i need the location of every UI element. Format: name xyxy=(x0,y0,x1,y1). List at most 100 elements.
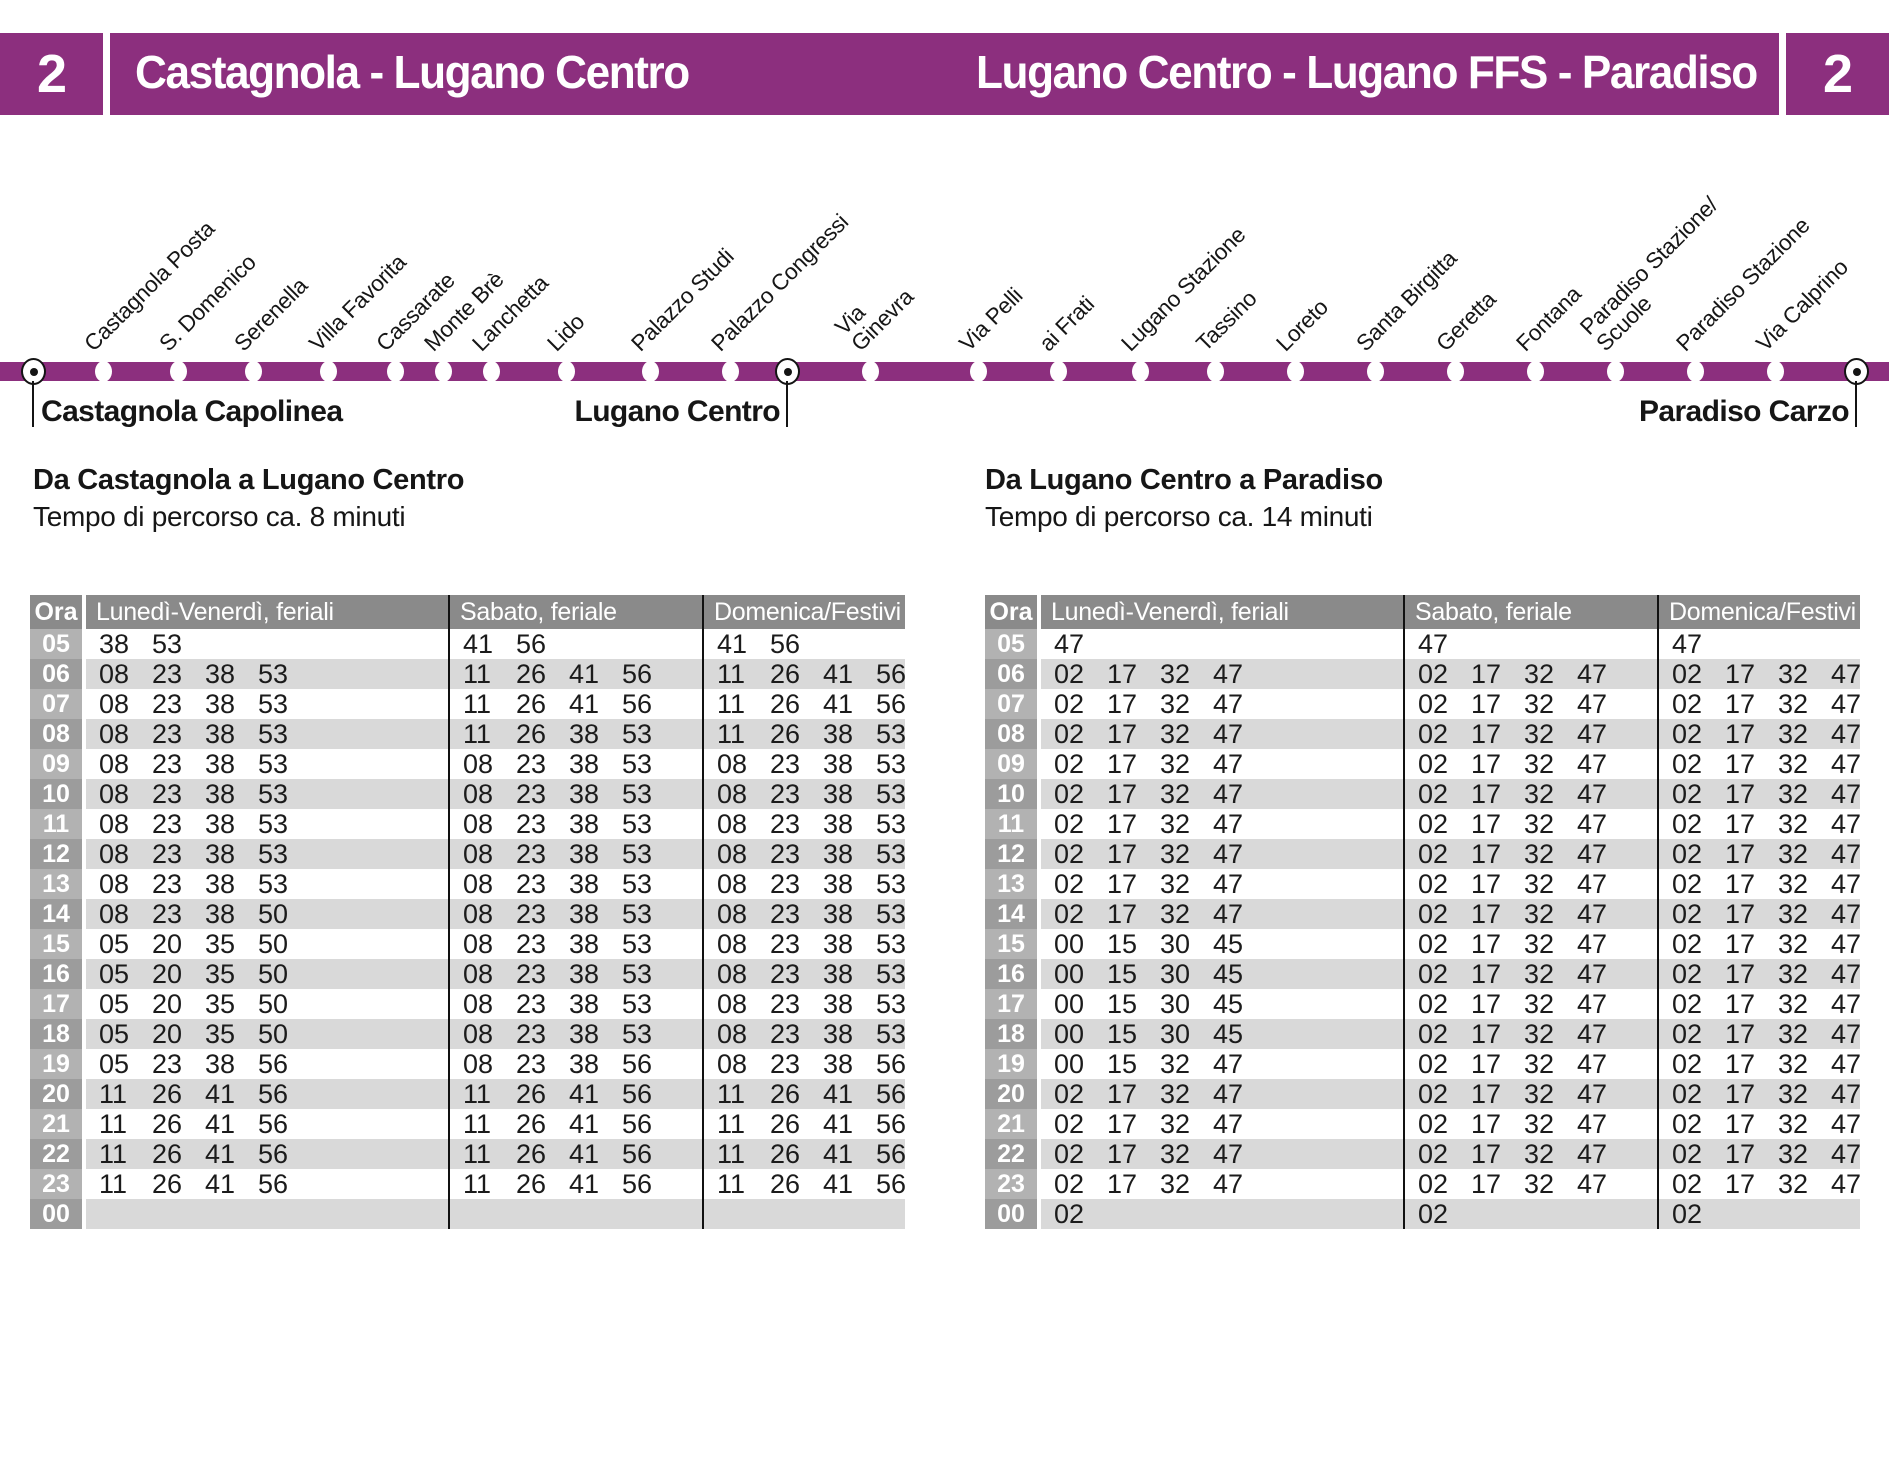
minute-value: 38 xyxy=(569,719,600,749)
weekday-times: 02 17 32 47 xyxy=(1041,1079,1403,1109)
minute-value: 53 xyxy=(622,1019,653,1049)
timetable-row: 05 47 47 47 xyxy=(985,629,1860,659)
column-gap xyxy=(1037,1139,1041,1169)
timetable-row: 08 08 23 38 53 11 26 38 53 11 26 38 53 xyxy=(30,719,905,749)
timetable-row: 00 02 02 02 xyxy=(985,1199,1860,1229)
minute-value: 23 xyxy=(770,929,801,959)
minute-value: 47 xyxy=(1831,1169,1860,1199)
terminal-stop-dot xyxy=(21,358,46,385)
minute-value: 11 xyxy=(717,1169,746,1199)
minute-value: 02 xyxy=(1672,869,1703,899)
hour-cell: 23 xyxy=(985,1169,1037,1199)
weekday-times: 08 23 38 53 xyxy=(86,749,448,779)
minute-value: 02 xyxy=(1672,1049,1703,1079)
column-header-saturday: Sabato, feriale xyxy=(1403,595,1657,629)
minute-value: 47 xyxy=(1213,719,1244,749)
saturday-times: 11 26 41 56 xyxy=(448,1079,702,1109)
minute-value: 02 xyxy=(1418,869,1449,899)
minute-value: 02 xyxy=(1672,1139,1703,1169)
minute-value: 32 xyxy=(1778,1109,1809,1139)
hour-cell: 05 xyxy=(30,629,82,659)
minute-value: 50 xyxy=(258,1019,289,1049)
column-gap xyxy=(82,1019,86,1049)
minute-value: 38 xyxy=(569,809,600,839)
timetable-left: Ora Lunedì-Venerdì, feriali Sabato, ferial… xyxy=(30,595,905,1229)
minute-value: 47 xyxy=(1831,1109,1860,1139)
minute-value: 17 xyxy=(1107,1109,1138,1139)
minute-value: 56 xyxy=(622,1109,653,1139)
timetable-heading-right: Da Lugano Centro a Paradiso xyxy=(985,464,1383,496)
terminal-tick xyxy=(786,381,788,427)
minute-value: 56 xyxy=(622,1139,653,1169)
minute-value: 32 xyxy=(1524,989,1555,1019)
sunday-times: 02 17 32 47 xyxy=(1657,959,1860,989)
sunday-times: 02 17 32 47 xyxy=(1657,1169,1860,1199)
minute-value: 05 xyxy=(99,1049,130,1079)
minute-value: 38 xyxy=(823,869,854,899)
minute-value: 02 xyxy=(1054,899,1085,929)
hour-cell: 23 xyxy=(30,1169,82,1199)
minute-value: 38 xyxy=(823,899,854,929)
column-gap xyxy=(1037,689,1041,719)
weekday-times xyxy=(86,1199,448,1229)
minute-value: 26 xyxy=(770,1109,801,1139)
weekday-times: 02 17 32 47 xyxy=(1041,1139,1403,1169)
minute-value: 32 xyxy=(1524,929,1555,959)
timetable-row: 12 08 23 38 53 08 23 38 53 08 23 38 53 xyxy=(30,839,905,869)
hour-cell: 07 xyxy=(985,689,1037,719)
minute-value: 53 xyxy=(622,779,653,809)
column-gap xyxy=(1037,1019,1041,1049)
hour-cell: 22 xyxy=(30,1139,82,1169)
timetable-row: 09 08 23 38 53 08 23 38 53 08 23 38 53 xyxy=(30,749,905,779)
minute-value: 47 xyxy=(1213,749,1244,779)
minute-value: 47 xyxy=(1831,929,1860,959)
minute-value: 32 xyxy=(1778,779,1809,809)
column-header-weekday: Lunedì-Venerdì, feriali xyxy=(86,595,448,629)
minute-value: 17 xyxy=(1725,869,1756,899)
minute-value: 56 xyxy=(770,629,801,659)
minute-value: 56 xyxy=(622,659,653,689)
minute-value: 02 xyxy=(1672,839,1703,869)
minute-value: 02 xyxy=(1672,1169,1703,1199)
column-gap xyxy=(1037,929,1041,959)
minute-value: 47 xyxy=(1418,629,1449,659)
timetable-row: 06 02 17 32 47 02 17 32 47 02 17 32 47 xyxy=(985,659,1860,689)
minute-value: 11 xyxy=(717,1139,746,1169)
minute-value: 02 xyxy=(1418,959,1449,989)
minute-value: 32 xyxy=(1160,1049,1191,1079)
minute-value: 23 xyxy=(152,659,183,689)
minute-value: 23 xyxy=(516,989,547,1019)
minute-value: 50 xyxy=(258,899,289,929)
minute-value: 26 xyxy=(516,1109,547,1139)
stop-dot xyxy=(320,361,337,382)
minute-value: 38 xyxy=(99,629,130,659)
minute-value: 26 xyxy=(770,719,801,749)
minute-value: 53 xyxy=(876,809,905,839)
minute-value: 45 xyxy=(1213,959,1244,989)
saturday-times: 02 17 32 47 xyxy=(1403,989,1657,1019)
timetable-row: 17 00 15 30 45 02 17 32 47 02 17 32 47 xyxy=(985,989,1860,1019)
minute-value: 41 xyxy=(823,689,854,719)
hour-cell: 20 xyxy=(985,1079,1037,1109)
minute-value: 45 xyxy=(1213,989,1244,1019)
minute-value: 32 xyxy=(1160,1169,1191,1199)
timetable-row: 15 00 15 30 45 02 17 32 47 02 17 32 47 xyxy=(985,929,1860,959)
sunday-times: 02 17 32 47 xyxy=(1657,779,1860,809)
column-gap xyxy=(1037,1109,1041,1139)
timetable-row: 05 38 53 41 56 41 56 xyxy=(30,629,905,659)
minute-value: 23 xyxy=(152,1049,183,1079)
stop-label: Paradiso Stazione/ Scuole xyxy=(1575,192,1723,357)
minute-value: 02 xyxy=(1418,1139,1449,1169)
minute-value: 02 xyxy=(1672,989,1703,1019)
minute-value: 32 xyxy=(1778,839,1809,869)
stop-label: Fontana xyxy=(1511,281,1586,357)
sunday-times: 02 17 32 47 xyxy=(1657,1019,1860,1049)
minute-value: 17 xyxy=(1107,809,1138,839)
minute-value: 17 xyxy=(1725,719,1756,749)
minute-value: 38 xyxy=(569,779,600,809)
minute-value: 47 xyxy=(1831,959,1860,989)
sunday-times: 02 17 32 47 xyxy=(1657,1139,1860,1169)
minute-value: 17 xyxy=(1471,749,1502,779)
weekday-times: 05 20 35 50 xyxy=(86,1019,448,1049)
hour-cell: 14 xyxy=(985,899,1037,929)
